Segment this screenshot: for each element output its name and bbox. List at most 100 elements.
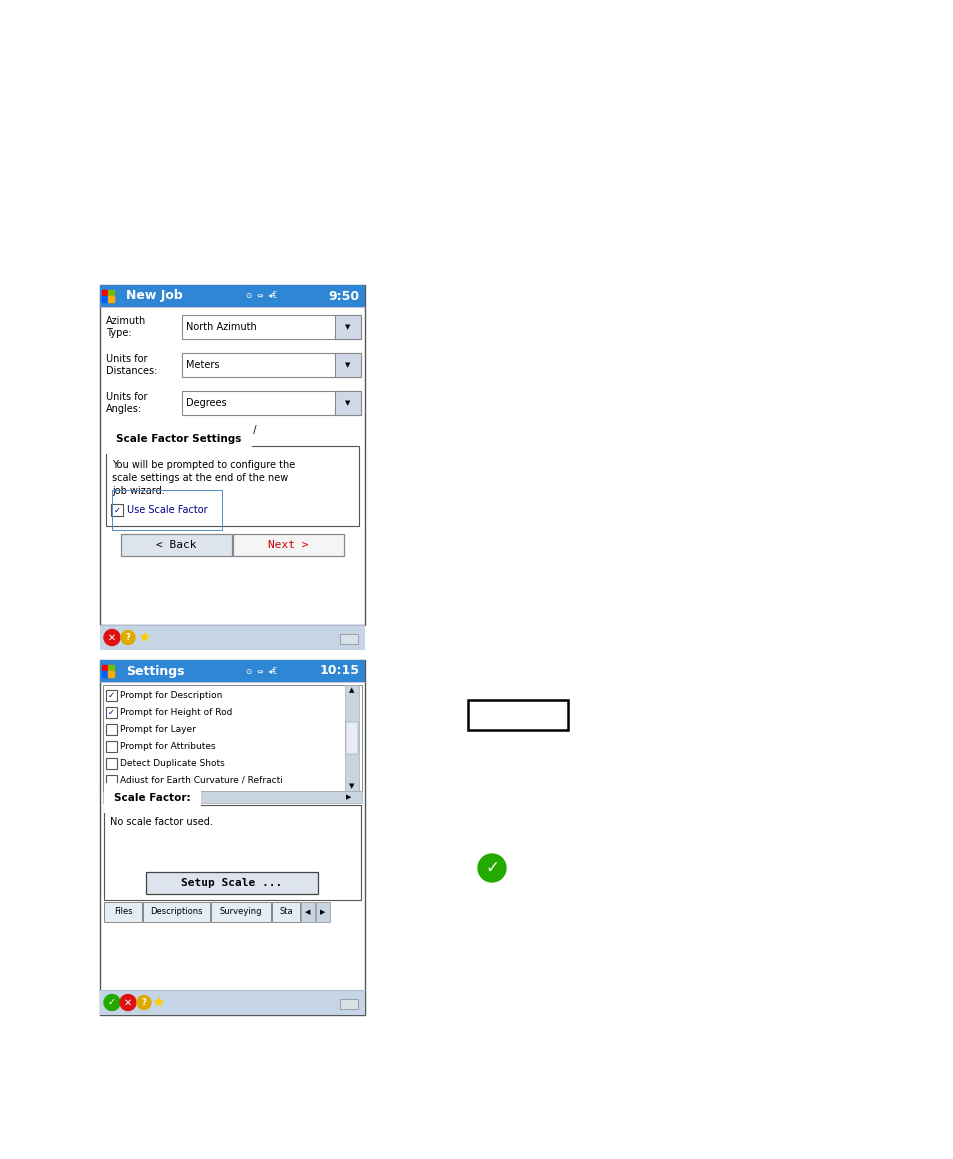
Text: Scale Factor:: Scale Factor: xyxy=(113,793,191,803)
Bar xyxy=(233,534,344,556)
Bar xyxy=(104,902,142,923)
Bar xyxy=(121,534,232,556)
Circle shape xyxy=(477,854,505,882)
Bar xyxy=(335,353,360,377)
Bar xyxy=(315,902,330,923)
Text: Next >: Next > xyxy=(268,540,309,551)
Text: ▶: ▶ xyxy=(346,794,352,800)
Circle shape xyxy=(121,630,135,644)
Text: ★: ★ xyxy=(151,994,165,1009)
Text: Setup Scale ...: Setup Scale ... xyxy=(181,879,282,888)
Text: Scale Factor Settings: Scale Factor Settings xyxy=(116,433,241,444)
Bar xyxy=(106,446,358,526)
Text: Surveying: Surveying xyxy=(219,907,262,917)
Bar xyxy=(301,902,314,923)
Bar xyxy=(100,990,365,1015)
Text: Prompt for Layer: Prompt for Layer xyxy=(120,726,195,734)
Bar xyxy=(102,297,108,302)
Bar xyxy=(103,685,361,790)
Text: ✓: ✓ xyxy=(108,998,116,1007)
Text: Prompt for Height of Rod: Prompt for Height of Rod xyxy=(120,708,233,717)
Circle shape xyxy=(104,994,120,1011)
Text: Units for
Distances:: Units for Distances: xyxy=(106,355,157,376)
Circle shape xyxy=(120,994,136,1011)
Bar xyxy=(103,790,361,803)
Text: ◀: ◀ xyxy=(107,794,112,800)
Text: 9:50: 9:50 xyxy=(329,290,359,302)
Text: ▼: ▼ xyxy=(345,400,350,406)
Text: Azimuth
Type:: Azimuth Type: xyxy=(106,316,146,337)
Bar xyxy=(100,625,365,650)
Bar xyxy=(339,634,357,643)
Text: ✓: ✓ xyxy=(484,859,498,877)
Bar xyxy=(106,707,117,717)
Bar xyxy=(109,290,114,296)
Bar xyxy=(109,297,114,302)
Text: ✓: ✓ xyxy=(108,708,115,717)
Bar xyxy=(102,290,108,296)
Text: ✓: ✓ xyxy=(108,691,115,700)
Bar xyxy=(272,902,299,923)
Text: ★: ★ xyxy=(137,630,151,646)
Bar xyxy=(345,685,358,790)
Bar xyxy=(106,724,117,735)
Text: Sta: Sta xyxy=(279,907,293,917)
Bar xyxy=(106,758,117,770)
Bar xyxy=(102,665,108,671)
Circle shape xyxy=(104,629,120,646)
Bar xyxy=(111,504,123,516)
Bar xyxy=(106,741,117,752)
Bar xyxy=(182,353,360,377)
Text: < Back: < Back xyxy=(156,540,196,551)
Text: You will be prompted to configure the
scale settings at the end of the new
job w: You will be prompted to configure the sc… xyxy=(112,460,294,496)
Text: Degrees: Degrees xyxy=(186,398,227,408)
Bar xyxy=(109,671,114,677)
Circle shape xyxy=(137,996,151,1009)
Text: ▼: ▼ xyxy=(345,325,350,330)
Text: No scale factor used.: No scale factor used. xyxy=(110,817,213,828)
Bar xyxy=(339,999,357,1008)
Bar xyxy=(335,315,360,338)
Text: Adjust for Earth Curvature / Refracti: Adjust for Earth Curvature / Refracti xyxy=(120,777,283,785)
Text: ✓: ✓ xyxy=(113,505,120,515)
Bar xyxy=(120,792,140,802)
Text: Meters: Meters xyxy=(186,360,219,370)
Bar xyxy=(106,690,117,701)
Text: Adjust for Earth Curvature /
Refraction: Adjust for Earth Curvature / Refraction xyxy=(122,425,256,447)
Bar xyxy=(109,665,114,671)
Text: ▼: ▼ xyxy=(345,362,350,369)
Text: ▶: ▶ xyxy=(320,909,325,914)
Bar xyxy=(100,659,365,681)
Text: Use Scale Factor: Use Scale Factor xyxy=(127,505,208,515)
Bar xyxy=(100,285,365,625)
Bar xyxy=(182,315,360,338)
Bar xyxy=(104,806,360,901)
Bar xyxy=(102,671,108,677)
Text: ⊙  ⇔  ◂€: ⊙ ⇔ ◂€ xyxy=(246,666,276,676)
Text: Prompt for Description: Prompt for Description xyxy=(120,691,222,700)
Text: ▼: ▼ xyxy=(349,783,355,789)
Text: New Job: New Job xyxy=(126,290,183,302)
Text: Descriptions: Descriptions xyxy=(150,907,203,917)
Bar xyxy=(335,391,360,415)
Bar xyxy=(211,902,271,923)
Text: 10:15: 10:15 xyxy=(319,664,359,678)
Text: ⊙  ⇔  ◂€: ⊙ ⇔ ◂€ xyxy=(246,292,276,300)
Bar xyxy=(346,722,357,753)
Text: ?: ? xyxy=(126,633,131,642)
Text: ◀: ◀ xyxy=(305,909,311,914)
Bar xyxy=(143,902,210,923)
Bar xyxy=(107,430,119,442)
Text: ▲: ▲ xyxy=(349,687,355,693)
Bar xyxy=(182,391,360,415)
Text: Settings: Settings xyxy=(126,664,184,678)
Text: Files: Files xyxy=(113,907,132,917)
Text: ?: ? xyxy=(141,998,146,1007)
Text: ✕: ✕ xyxy=(124,998,132,1007)
Text: Detect Duplicate Shots: Detect Duplicate Shots xyxy=(120,759,225,768)
Text: North Azimuth: North Azimuth xyxy=(186,322,256,331)
Text: Prompt for Attributes: Prompt for Attributes xyxy=(120,742,215,751)
Text: Units for
Angles:: Units for Angles: xyxy=(106,392,148,414)
Bar xyxy=(468,700,567,730)
Text: ✕: ✕ xyxy=(108,633,116,642)
